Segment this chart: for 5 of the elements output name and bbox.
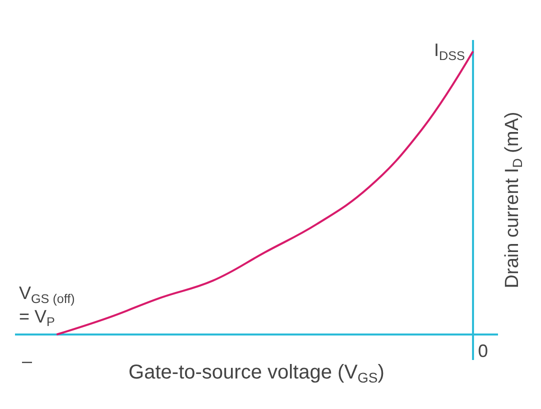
x-axis-title: Gate-to-source voltage (V$_{GS}$)	[128, 362, 384, 386]
annotation: V$_{GS (off)}$ = V$_{P}$	[19, 283, 75, 330]
text: –	[22, 351, 32, 371]
text: 0	[478, 341, 488, 361]
annotation: I$_{DSS}$	[434, 40, 465, 63]
